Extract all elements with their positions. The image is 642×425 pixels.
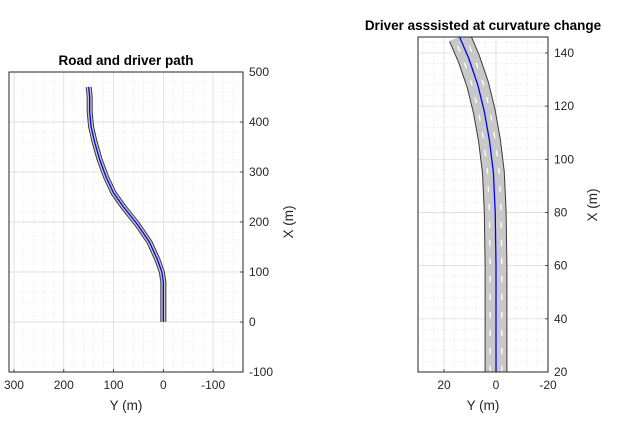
x-tick-label: 20: [437, 378, 451, 392]
x-axis-label: Y (m): [110, 398, 143, 413]
x-axis-label: Y (m): [467, 398, 500, 413]
y-tick-label: 100: [249, 265, 269, 279]
x-tick-label: 300: [4, 378, 24, 392]
y-tick-label: 0: [249, 315, 256, 329]
driver-path-line: [88, 86, 164, 322]
x-tick-label: 200: [54, 378, 74, 392]
y-tick-label: 400: [249, 115, 269, 129]
y-tick-label: 60: [554, 259, 568, 273]
x-tick-label: -100: [201, 378, 225, 392]
y-tick-label: 120: [554, 99, 574, 113]
y-tick-label: 300: [249, 165, 269, 179]
y-tick-label: 140: [554, 46, 574, 60]
x-tick-label: 0: [493, 378, 500, 392]
x-tick-label: 100: [104, 378, 124, 392]
ticks: 300 200 100 0 -100 -100 0 100 200 300 400 500: [4, 65, 273, 392]
path-layer: [88, 86, 164, 322]
y-tick-label: 20: [554, 365, 568, 379]
y-tick-label: 40: [554, 312, 568, 326]
driver-path-line: [459, 37, 497, 372]
y-tick-label: 200: [249, 215, 269, 229]
y-tick-label: 80: [554, 205, 568, 219]
y-tick-label: 500: [249, 65, 269, 79]
road-driver-path-chart: 300 200 100 0 -100 -100 0 100 200 300 400 500 Road …: [4, 53, 296, 413]
chart-title: Road and driver path: [58, 53, 193, 68]
y-tick-label: 100: [554, 152, 574, 166]
x-tick-label: 0: [160, 378, 167, 392]
path-layer: [459, 37, 497, 372]
y-axis-label: X (m): [281, 206, 296, 239]
x-tick-label: -20: [539, 378, 557, 392]
y-axis-label: X (m): [585, 189, 600, 222]
chart-title: Driver asssisted at curvature change: [365, 18, 602, 33]
plot-frame: [417, 36, 549, 373]
major-grid: [9, 71, 243, 373]
y-tick-label: -100: [249, 365, 273, 379]
